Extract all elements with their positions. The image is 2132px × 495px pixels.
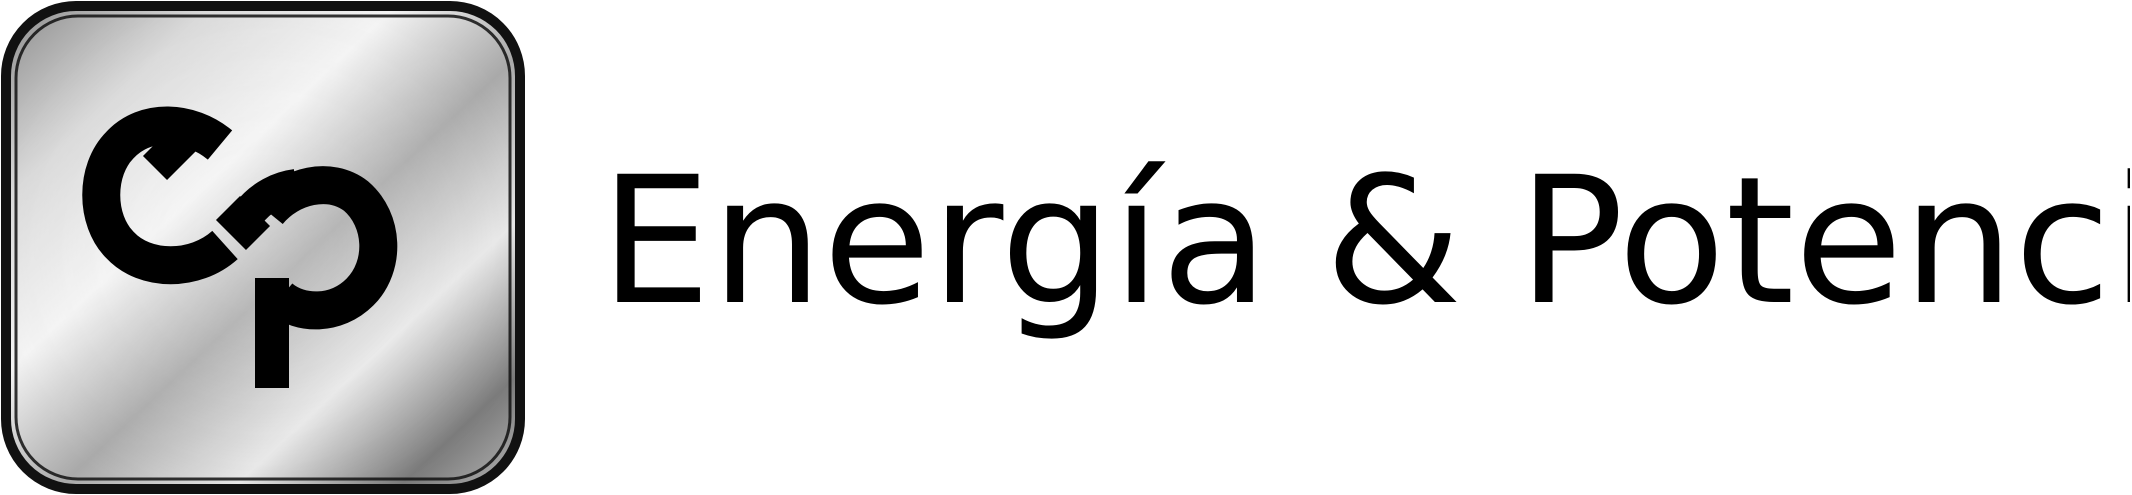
infinity-ep-icon — [82, 106, 398, 388]
logo-badge — [1, 1, 525, 494]
wordmark: Energía & Potencia — [600, 139, 2130, 344]
company-name: Energía & Potencia — [600, 139, 2130, 344]
